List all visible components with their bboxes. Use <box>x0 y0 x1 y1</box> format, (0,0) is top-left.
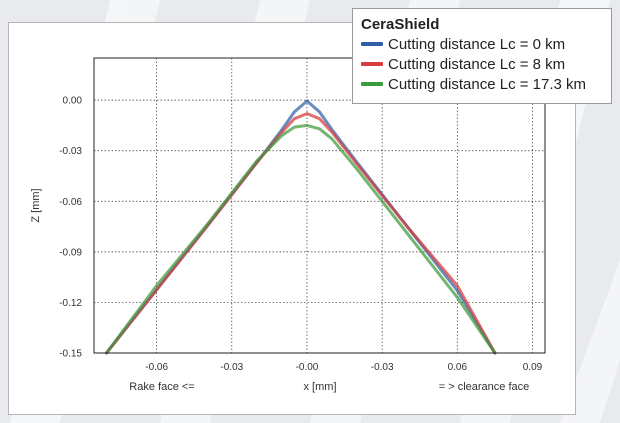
x-tick-label: 0.06 <box>448 362 468 373</box>
y-tick-label: 0.00 <box>63 96 83 107</box>
x-tick-label: -0.00 <box>296 362 319 373</box>
x-tick-label: -0.06 <box>145 362 168 373</box>
y-tick-label: -0.03 <box>59 146 82 157</box>
legend: CeraShield Cutting distance Lc = 0 km Cu… <box>352 8 612 104</box>
y-tick-label: -0.06 <box>59 197 82 208</box>
tick-labels: -0.06 -0.03 -0.00 -0.03 0.06 0.09 0.00 -0.03 -0.… <box>59 96 542 373</box>
x-axis-label: x [mm] <box>304 381 337 393</box>
series-line-1 <box>105 112 497 355</box>
y-tick-label: -0.12 <box>59 298 82 309</box>
x-tick-label: -0.03 <box>371 362 394 373</box>
series-line-2 <box>105 123 497 355</box>
legend-swatch-lc-8 <box>361 62 383 66</box>
y-axis-label: Z [mm] <box>30 188 42 222</box>
legend-swatch-lc-17-3 <box>361 82 383 86</box>
y-tick-label: -0.15 <box>59 349 82 360</box>
y-tick-label: -0.09 <box>59 247 82 258</box>
legend-label-lc-8: Cutting distance Lc = 8 km <box>388 55 566 73</box>
x-tick-label: -0.03 <box>220 362 243 373</box>
series-layer <box>105 99 497 355</box>
legend-item-lc-8: Cutting distance Lc = 8 km <box>361 54 611 74</box>
grid-layer <box>94 58 545 354</box>
legend-swatch-lc-0 <box>361 42 383 46</box>
clearance-face-annotation: = > clearance face <box>439 381 530 393</box>
plot-frame <box>93 57 546 354</box>
legend-item-lc-0: Cutting distance Lc = 0 km <box>361 34 611 54</box>
legend-item-lc-17-3: Cutting distance Lc = 17.3 km <box>361 74 611 94</box>
legend-label-lc-0: Cutting distance Lc = 0 km <box>388 35 566 53</box>
legend-title: CeraShield <box>361 16 440 33</box>
rake-face-annotation: Rake face <= <box>129 381 194 393</box>
series-line-0 <box>105 99 497 355</box>
legend-label-lc-17-3: Cutting distance Lc = 17.3 km <box>388 75 587 93</box>
x-tick-label: 0.09 <box>523 362 543 373</box>
